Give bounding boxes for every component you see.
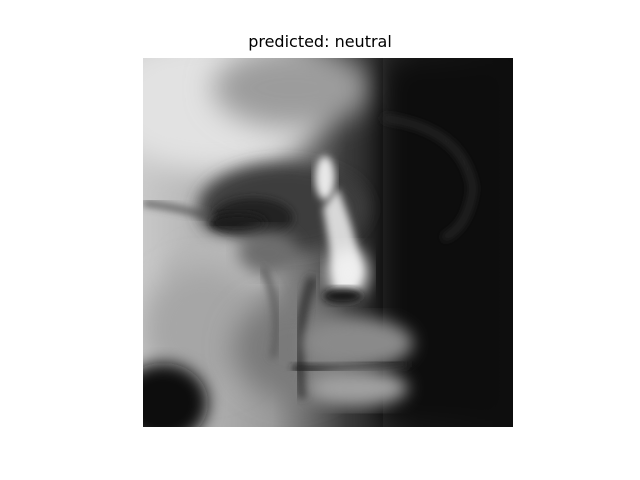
- plot-title: predicted: neutral: [248, 32, 392, 51]
- face-image: [143, 58, 513, 427]
- face-photo-icon: [143, 58, 513, 427]
